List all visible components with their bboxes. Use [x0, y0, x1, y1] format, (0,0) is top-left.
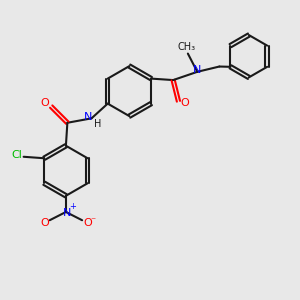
- Text: O: O: [40, 98, 49, 108]
- Text: +: +: [70, 202, 76, 211]
- Text: O: O: [40, 218, 49, 228]
- Text: ⁻: ⁻: [91, 217, 96, 227]
- Text: CH₃: CH₃: [177, 42, 196, 52]
- Text: N: N: [193, 65, 202, 75]
- Text: N: N: [84, 112, 92, 122]
- Text: O: O: [181, 98, 189, 108]
- Text: H: H: [94, 118, 101, 129]
- Text: O: O: [83, 218, 92, 228]
- Text: Cl: Cl: [12, 150, 22, 160]
- Text: N: N: [63, 208, 71, 218]
